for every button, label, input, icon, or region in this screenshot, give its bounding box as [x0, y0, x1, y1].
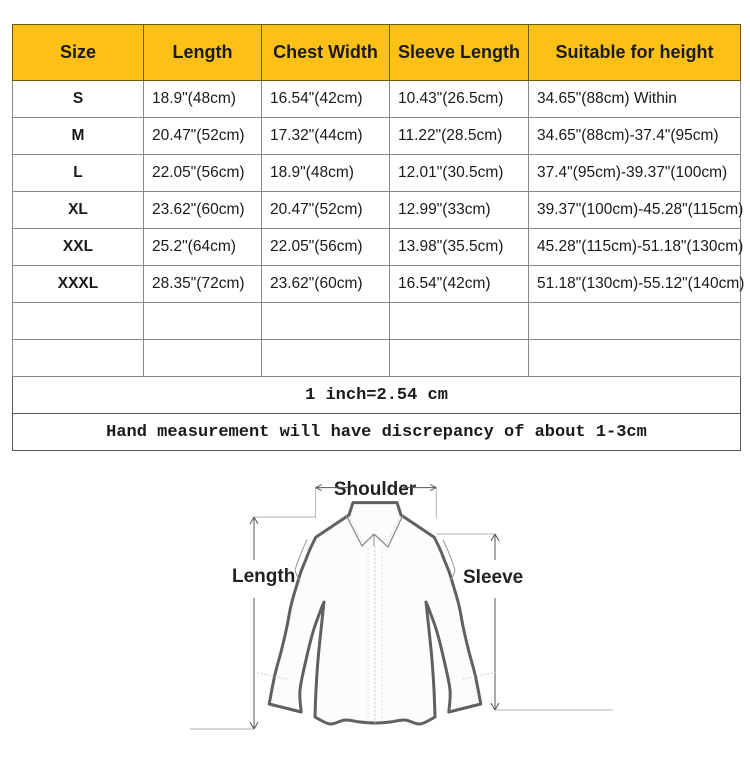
svg-text:Shoulder: Shoulder — [334, 479, 417, 500]
svg-text:Length: Length — [232, 566, 295, 587]
svg-text:Sleeve: Sleeve — [463, 567, 523, 588]
